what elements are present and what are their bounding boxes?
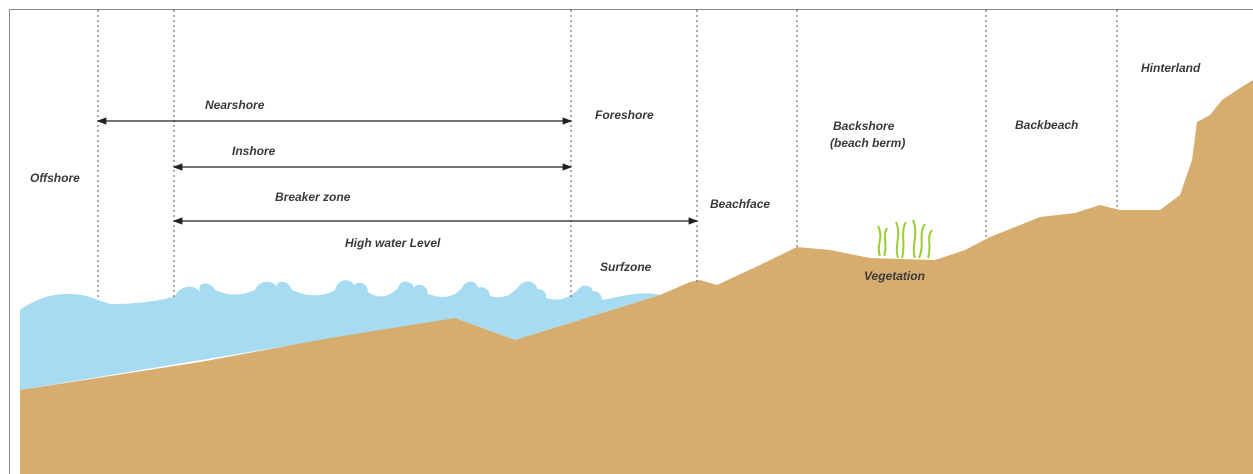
range-label: Nearshore <box>205 98 265 112</box>
vegetation-icon <box>878 220 932 258</box>
zone-label: Backshore <box>833 119 895 133</box>
range-label: Breaker zone <box>275 190 351 204</box>
zone-label: Hinterland <box>1141 61 1201 75</box>
feature-label: Surfzone <box>600 260 652 274</box>
zone-label: Offshore <box>30 171 80 185</box>
coastal-zones-diagram: Offshore Nearshore Inshore Breaker zone … <box>0 0 1253 474</box>
range-label: Inshore <box>232 144 276 158</box>
feature-label: Vegetation <box>864 269 925 283</box>
zone-label: (beach berm) <box>830 136 905 150</box>
zone-label: Beachface <box>710 197 770 211</box>
zone-label: Foreshore <box>595 108 654 122</box>
zone-label: Backbeach <box>1015 118 1078 132</box>
sand <box>20 80 1253 474</box>
feature-label: High water Level <box>345 236 441 250</box>
